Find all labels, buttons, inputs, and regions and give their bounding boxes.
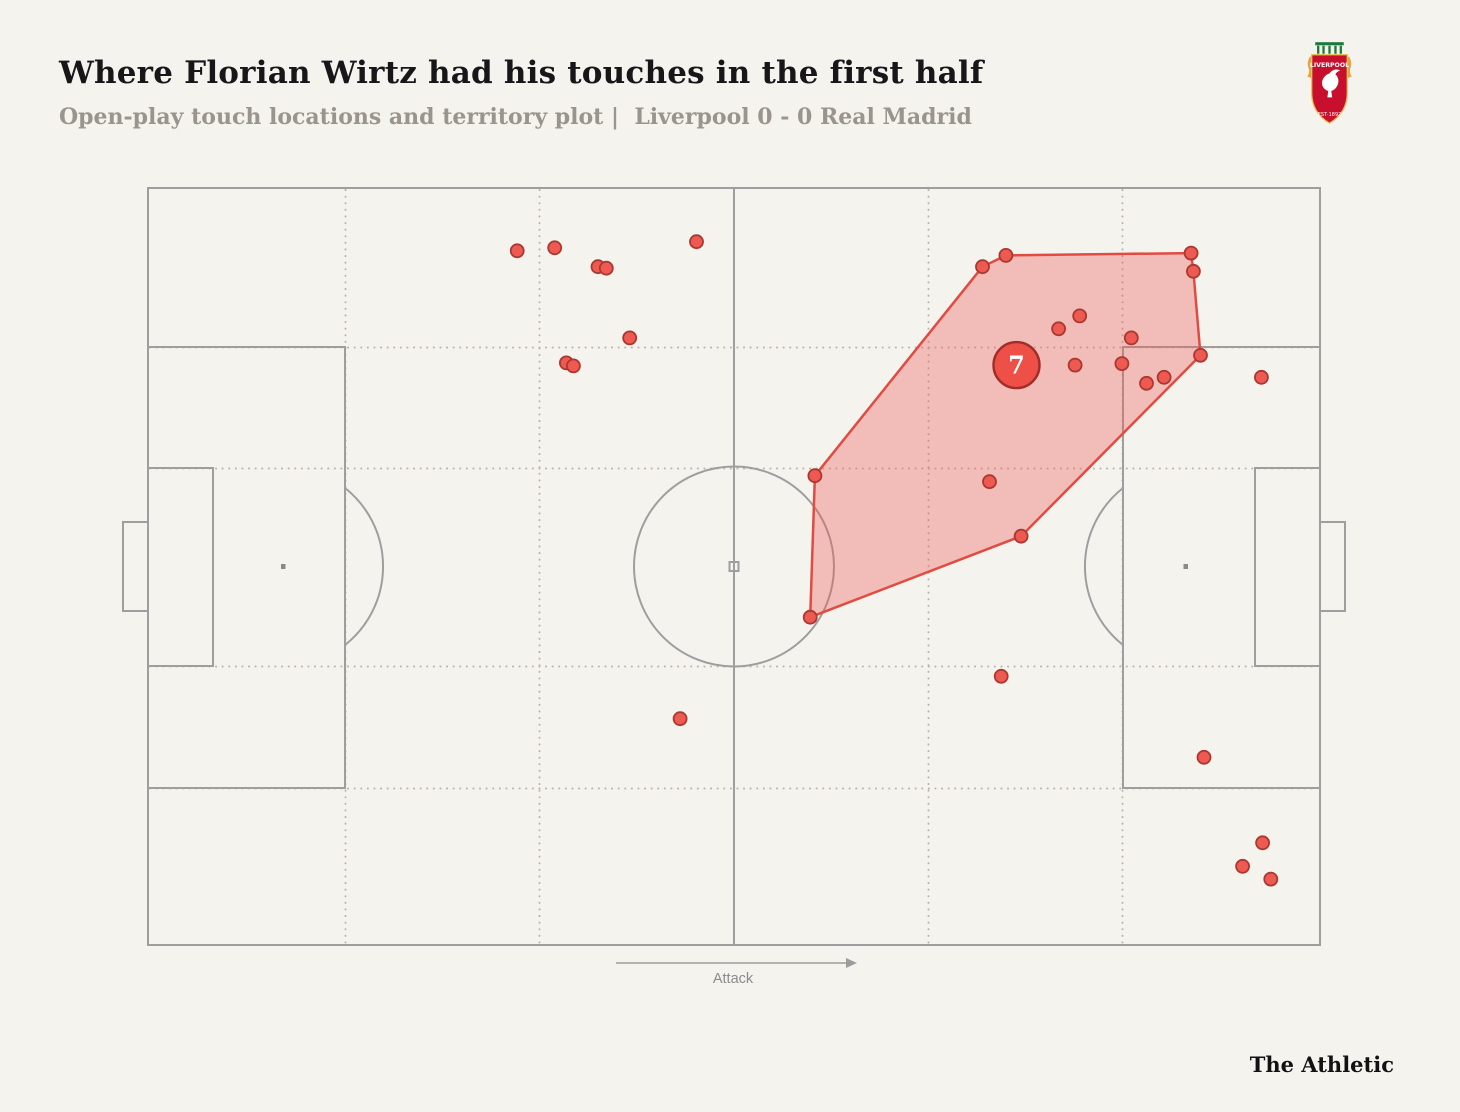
touch-dot (802, 609, 818, 625)
touch-dot (1196, 749, 1212, 765)
penalty-spot-right (1183, 564, 1188, 569)
player-number-marker (992, 340, 1041, 390)
touch-dot (622, 330, 638, 346)
brand-wordmark: The Athletic (1249, 1052, 1394, 1077)
liverpool-crest-icon: LIVERPOOL EST·1892 (1307, 42, 1352, 125)
liverpool-crest: LIVERPOOL EST·1892 (1301, 41, 1358, 136)
touch-dot (598, 260, 614, 276)
crest-club-label: LIVERPOOL (1310, 62, 1349, 69)
page-subtitle: Open-play touch locations and territory … (59, 104, 972, 130)
touch-dot (689, 234, 704, 250)
goal-right (1319, 521, 1346, 612)
page-title: Where Florian Wirtz had his touches in t… (59, 55, 984, 91)
penalty-area-right (1122, 346, 1321, 789)
attack-label: Attack (713, 971, 754, 987)
penalty-arc-left (344, 487, 385, 646)
touch-dot (807, 468, 823, 484)
pitch-markings (122, 187, 1346, 946)
touch-dot (975, 259, 990, 275)
touch-dot (993, 668, 1009, 684)
six-yard-box-left (147, 467, 214, 667)
touch-dot (1263, 871, 1279, 887)
centre-mark (728, 561, 740, 572)
centre-circle (633, 465, 835, 668)
touch-dot (1254, 369, 1269, 385)
touch-dot (1013, 528, 1029, 544)
touch-dot (1114, 356, 1130, 372)
touch-dot (1193, 347, 1208, 363)
touch-dot (1235, 858, 1250, 874)
liver-bird-icon (1322, 69, 1341, 98)
goal-left (122, 521, 149, 612)
penalty-area-left (147, 346, 346, 789)
penalty-spot-left (281, 564, 286, 569)
penalty-arc-right (1083, 487, 1124, 646)
touch-dot (672, 711, 688, 727)
touch-dot (1186, 263, 1201, 279)
touch-dot (1072, 308, 1088, 324)
touch-dot (1183, 245, 1199, 261)
touch-dot (566, 358, 581, 374)
six-yard-box-right (1254, 467, 1321, 667)
touch-dot (509, 243, 525, 259)
touch-dot (1051, 321, 1066, 337)
touch-dot (998, 247, 1014, 263)
touch-dot (982, 474, 997, 490)
touch-dot (1255, 835, 1270, 851)
touch-dot (1156, 369, 1172, 385)
attack-arrowhead-icon (846, 958, 857, 968)
touch-dot (1139, 375, 1154, 391)
shankly-gates-icon (1315, 42, 1344, 54)
touch-dot (1067, 357, 1083, 373)
crest-est-label: EST·1892 (1318, 112, 1342, 118)
zone-gridlines (149, 189, 1319, 944)
attack-direction: Attack (616, 958, 857, 987)
player-number-label: 7 (1008, 351, 1025, 380)
touch-dot (547, 240, 563, 256)
touch-layer: 7 (509, 234, 1279, 887)
territory-polygon (808, 251, 1202, 619)
touch-dot (1123, 330, 1139, 346)
